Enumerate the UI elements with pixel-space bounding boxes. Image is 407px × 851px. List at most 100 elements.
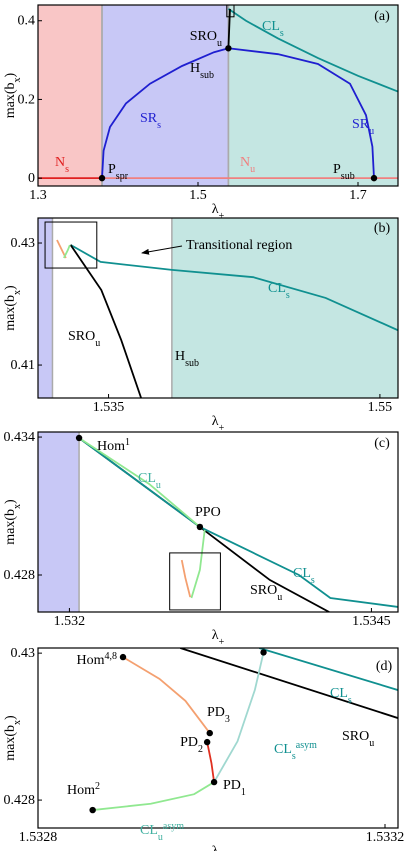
point-label-part: 1 [241, 787, 246, 798]
point [119, 653, 127, 661]
curve [227, 8, 398, 93]
curve-label-part: s [348, 695, 352, 706]
panel-tag: (c) [374, 436, 390, 451]
inset-box [44, 221, 98, 269]
point [210, 778, 218, 786]
curve-label-part: SRO [68, 329, 95, 344]
y-tick-label: 0.428 [4, 568, 36, 583]
point-label-part: PPO [195, 505, 221, 520]
curve-label: CLs [330, 686, 352, 706]
y-tick-label: 0.43 [11, 236, 36, 251]
curve-label-part: u [369, 126, 374, 137]
y-axis-label-part: ) [3, 715, 18, 720]
x-tick-label: 1.55 [368, 400, 393, 415]
curve-label-part: u [158, 832, 163, 843]
plot-background [38, 432, 398, 612]
point [89, 806, 96, 814]
x-axis-label-part: + [219, 211, 225, 222]
curve [122, 656, 211, 734]
point-label: Hom4,8 [77, 651, 118, 669]
annotation: Transitional region [186, 238, 292, 253]
curve-label: CLsasym [274, 740, 317, 762]
curve [78, 437, 201, 528]
point-label: PD1 [223, 778, 246, 798]
curve-label-part: CL [293, 566, 311, 581]
curve [227, 8, 231, 49]
curve [78, 437, 398, 608]
x-axis-label-part: λ [212, 844, 219, 851]
curve-label-part: N [240, 155, 250, 170]
curve-label-part: s [286, 290, 290, 301]
curve [180, 559, 192, 598]
point-label-part: sub [200, 70, 214, 81]
point-label-part: P [333, 162, 341, 177]
x-axis-label-part: λ [212, 628, 219, 643]
point [203, 738, 211, 746]
plot-frame [37, 647, 399, 829]
point-label: PD3 [207, 705, 230, 725]
y-axis-label-part: x [12, 504, 23, 509]
curve-label-part: SRO [342, 729, 369, 744]
curve [69, 244, 142, 398]
region [38, 5, 102, 186]
curve-label-part: N [55, 155, 65, 170]
x-tick-label: 1.5328 [19, 830, 58, 845]
annotation-part: Transitional region [186, 238, 292, 253]
curve-label-part: s [311, 575, 315, 586]
curve-label-part: SR [140, 111, 158, 126]
y-axis-label: max(bx) [3, 285, 23, 331]
panel-tag: (a) [374, 9, 390, 24]
point [260, 649, 267, 656]
point-label-part: 1 [125, 437, 130, 448]
y-axis-label-part: max(b [3, 295, 18, 331]
x-axis-label-part: λ [212, 414, 219, 429]
region [102, 5, 229, 186]
x-tick-label: 1.3 [29, 188, 47, 203]
panel-tag: (b) [374, 221, 391, 236]
curve-label-part: s [292, 751, 296, 762]
curve-label-part: s [280, 28, 284, 39]
point [225, 45, 232, 52]
point [206, 729, 213, 737]
curve [92, 781, 215, 811]
curve-label-part: CL [140, 823, 158, 838]
curve-label: SROu [342, 729, 374, 749]
point-label-part: Hom [67, 783, 95, 798]
region [228, 5, 398, 186]
curve-label: CLs [268, 281, 290, 301]
x-axis-label: λ+ [212, 202, 225, 222]
curve-label-part: CL [138, 471, 156, 486]
point-label-part: 2 [198, 744, 203, 755]
point-label-part: PD [223, 778, 241, 793]
curve-label: SROu [68, 329, 100, 349]
curve-label: CLs [293, 566, 315, 586]
x-axis-label-part: + [219, 423, 225, 434]
y-axis-label-part: max(b [3, 725, 18, 761]
point-label-part: PD [207, 705, 225, 720]
point [370, 174, 378, 182]
point-label-part: sub [341, 171, 355, 182]
point-label-part: P [108, 162, 116, 177]
curve-label: Ns [55, 155, 69, 175]
point-label: PD2 [180, 735, 203, 755]
y-tick-label: 0.434 [4, 430, 36, 445]
curve-label-part: u [369, 738, 374, 749]
curve [206, 741, 215, 783]
point-label-part: spr [116, 171, 129, 182]
point-label-part: PD [180, 735, 198, 750]
x-axis-label-part: λ [212, 202, 219, 217]
y-tick-label: 0.428 [4, 793, 36, 808]
curve-label-part: s [157, 120, 161, 131]
curve [101, 47, 229, 179]
curve-label-part: s [65, 164, 69, 175]
plot-area [38, 432, 398, 612]
point-label: Hom2 [67, 781, 100, 799]
curve-label-part: asym [296, 740, 317, 751]
y-axis-label: max(bx) [3, 72, 23, 118]
curve-label-part: SRO [250, 583, 277, 598]
curve-label: CLs [262, 19, 284, 39]
region [38, 432, 80, 612]
curve-label: CLu [138, 471, 161, 491]
y-axis-label-part: ) [3, 72, 18, 77]
x-tick-label: 1.7 [349, 188, 367, 203]
